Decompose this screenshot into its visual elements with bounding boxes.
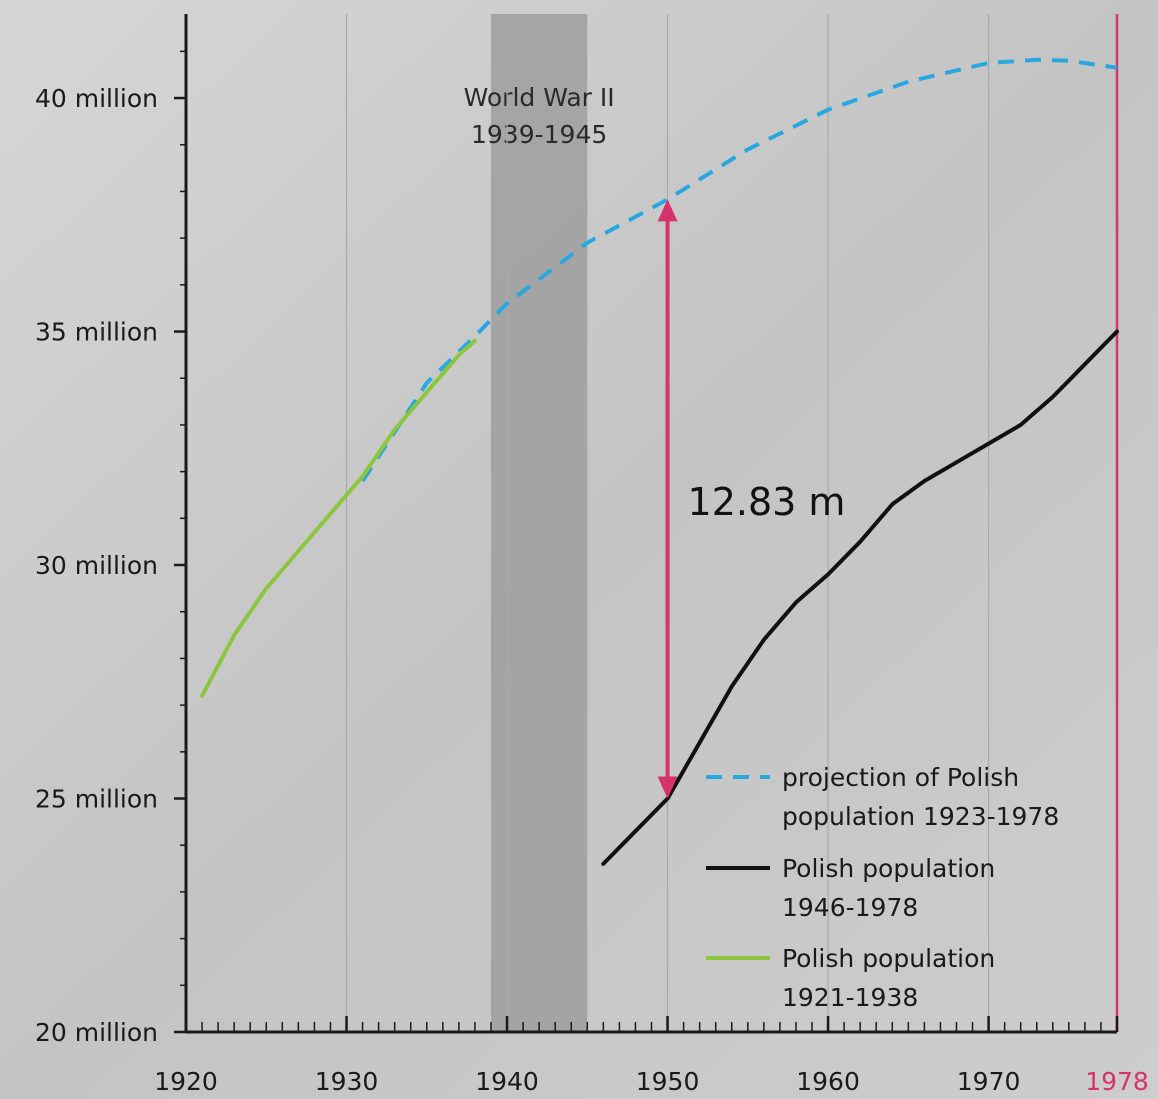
y-tick-label: 40 million: [35, 84, 158, 113]
y-tick-label: 30 million: [35, 551, 158, 580]
legend-label: Polish population: [782, 944, 995, 973]
ww2-label: World War II: [464, 83, 615, 112]
gap-value-label: 12.83 m: [688, 480, 846, 524]
x-tick-label: 1940: [475, 1067, 539, 1096]
series-line-0: [360, 57, 1118, 483]
x-tick-label: 1960: [796, 1067, 860, 1096]
legend-label: 1921-1938: [782, 983, 918, 1012]
ww2-years-label: 1939-1945: [471, 120, 607, 149]
x-tick-label: 1978: [1085, 1067, 1149, 1096]
y-tick-label: 25 million: [35, 785, 158, 814]
x-tick-label: 1970: [957, 1067, 1021, 1096]
legend-label: projection of Polish: [782, 763, 1019, 792]
legend-label: population 1923-1978: [782, 802, 1059, 831]
series-line-2: [200, 338, 477, 698]
ww2-band: [490, 14, 588, 1032]
y-tick-label: 20 million: [35, 1018, 158, 1047]
x-tick-label: 1920: [154, 1067, 218, 1096]
legend-label: Polish population: [782, 854, 995, 883]
gap-arrow-head-bottom: [657, 776, 678, 799]
x-tick-label: 1950: [636, 1067, 700, 1096]
legend-label: 1946-1978: [782, 893, 918, 922]
x-tick-label: 1930: [315, 1067, 379, 1096]
y-tick-label: 35 million: [35, 318, 158, 347]
series-line-1: [601, 329, 1119, 866]
gap-arrow-head-top: [657, 199, 678, 222]
